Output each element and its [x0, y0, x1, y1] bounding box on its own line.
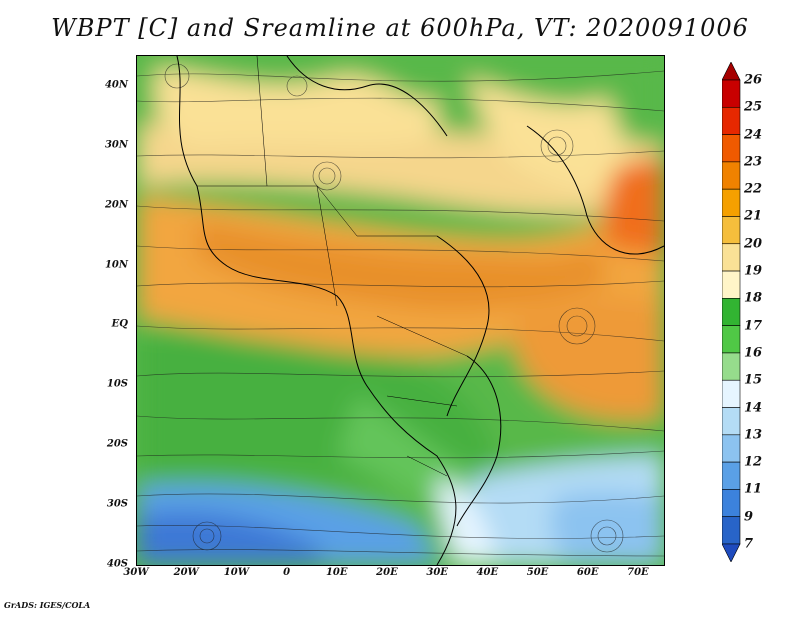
colorbar-level-label: 11	[744, 481, 763, 497]
country-borders	[197, 56, 468, 477]
colorbar-swatch	[722, 352, 741, 381]
lat-tick-label: 40S	[106, 558, 128, 570]
lat-tick-label: 40N	[104, 79, 128, 91]
colorbar-level-label: 14	[744, 400, 763, 416]
colorbar-level-label: 15	[744, 372, 763, 388]
colorbar-bottom-arrow	[722, 543, 741, 562]
colorbar-swatch	[722, 407, 741, 436]
colorbar-swatch	[722, 134, 741, 163]
colorbar-level-label: 20	[744, 236, 763, 252]
lon-tick-label: 60E	[576, 567, 599, 578]
lat-tick-label: 10N	[104, 259, 128, 271]
colorbar-level-label: 12	[744, 454, 763, 470]
lat-tick-label: 30S	[106, 498, 128, 510]
colorbar	[722, 62, 741, 562]
lon-tick-label: 30W	[123, 567, 149, 578]
colorbar-level-label: 26	[744, 72, 763, 88]
lon-tick-label: 50E	[526, 567, 549, 578]
colorbar-swatch	[722, 434, 741, 463]
lat-tick-label: 20S	[106, 438, 128, 450]
lon-tick-label: 30E	[426, 567, 448, 578]
colorbar-swatch	[722, 325, 741, 354]
colorbar-swatch	[722, 489, 741, 518]
colorbar-level-label: 19	[744, 263, 763, 279]
colorbar-level-label: 13	[744, 427, 763, 443]
colorbar-level-label: 24	[744, 127, 763, 143]
colorbar-swatch	[722, 298, 741, 326]
lon-tick-label: 0	[283, 567, 291, 578]
lon-tick-label: 20E	[376, 567, 398, 578]
colorbar-level-label: 18	[744, 290, 763, 306]
colorbar-swatch	[722, 79, 741, 108]
colorbar-level-label: 25	[744, 99, 763, 115]
colorbar-swatch	[722, 461, 741, 490]
colorbar-level-label: 22	[744, 181, 763, 197]
map-title: WBPT [C] and Sreamline at 600hPa, VT: 20…	[51, 14, 749, 42]
lon-tick-label: 20W	[173, 567, 199, 578]
lon-tick-label: 10E	[325, 567, 348, 578]
colorbar-swatch	[722, 243, 741, 272]
colorbar-level-label: 21	[744, 208, 763, 224]
lon-tick-label: 40E	[476, 567, 499, 578]
colorbar-swatch	[722, 516, 741, 545]
map-canvas	[137, 56, 664, 565]
lon-tick-label: 10W	[223, 567, 249, 578]
credit-text: GrADS: IGES/COLA	[4, 600, 91, 610]
temperature-field	[137, 56, 664, 565]
colorbar-level-label: 7	[744, 536, 754, 552]
colorbar-swatch	[722, 379, 741, 408]
colorbar-swatch	[722, 161, 741, 190]
colorbar-swatch	[722, 106, 741, 135]
colorbar-swatch	[722, 270, 741, 299]
colorbar-level-label: 23	[744, 154, 763, 170]
lon-tick-label: 70E	[627, 567, 649, 578]
colorbar-level-label: 16	[744, 345, 763, 361]
lat-tick-label: 30N	[104, 139, 128, 151]
lat-tick-label: 20N	[104, 199, 128, 211]
colorbar-swatch	[722, 216, 741, 245]
lat-tick-label: 10S	[106, 378, 128, 390]
colorbar-level-label: 9	[744, 509, 754, 525]
colorbar-top-arrow	[722, 62, 741, 81]
colorbar-level-label: 17	[744, 318, 763, 334]
colorbar-swatch	[722, 188, 741, 217]
streamlines	[137, 63, 664, 557]
coastlines	[176, 56, 664, 565]
lat-tick-label: EQ	[111, 318, 128, 330]
weather-map-plot	[136, 55, 665, 566]
